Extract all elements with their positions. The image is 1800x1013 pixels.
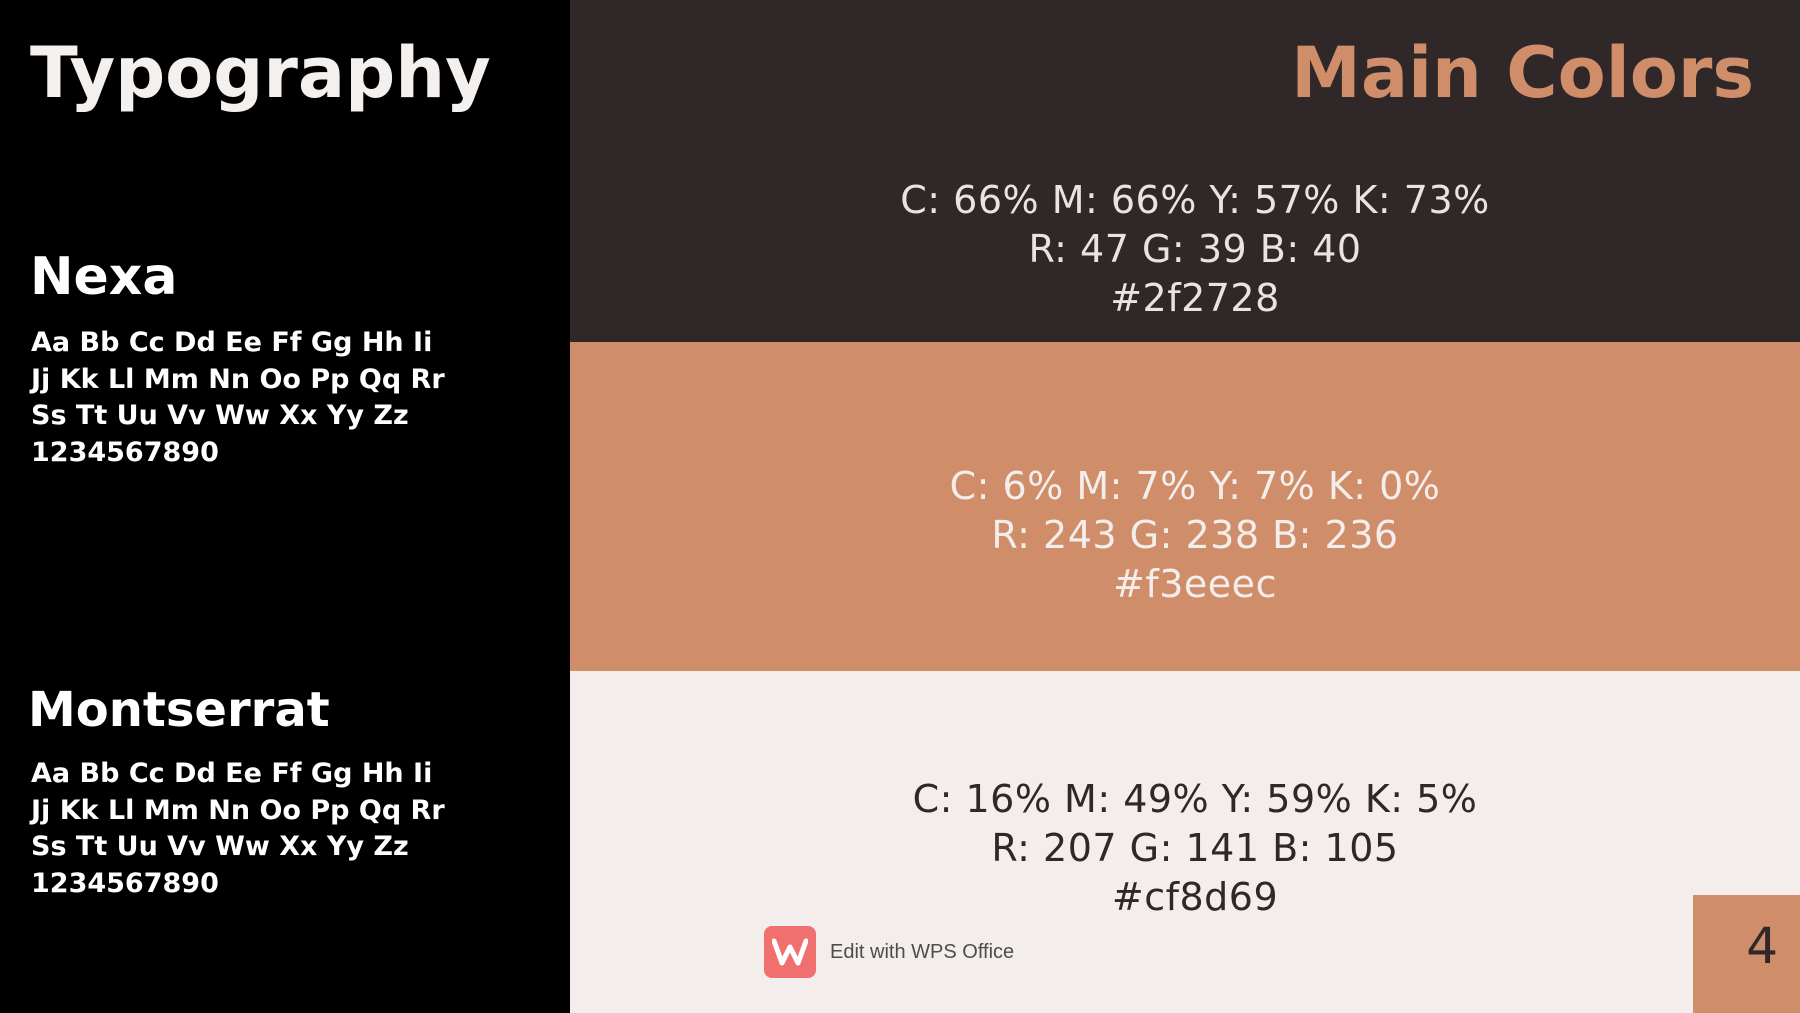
font-name-montserrat: Montserrat: [28, 682, 330, 738]
rgb-value: R: 47 G: 39 B: 40: [1028, 227, 1362, 271]
sample-line: Aa Bb Cc Dd Ee Ff Gg Hh Ii: [31, 327, 433, 358]
sample-line: Aa Bb Cc Dd Ee Ff Gg Hh Ii: [31, 758, 433, 789]
page-number: 4: [1746, 917, 1778, 975]
font-sample-nexa: Aa Bb Cc Dd Ee Ff Gg Hh Ii Jj Kk Ll Mm N…: [31, 325, 445, 471]
sample-line: 1234567890: [31, 867, 219, 899]
page-number-badge: 4: [1693, 895, 1800, 1013]
color-swatch-copper: C: 6% M: 7% Y: 7% K: 0% R: 243 G: 238 B:…: [570, 342, 1800, 671]
colors-panel: Main Colors C: 66% M: 66% Y: 57% K: 73% …: [570, 0, 1800, 1013]
color-swatch-light: C: 16% M: 49% Y: 59% K: 5% R: 207 G: 141…: [570, 671, 1800, 1013]
main-colors-title: Main Colors: [1291, 32, 1754, 114]
typography-title: Typography: [30, 32, 491, 114]
color-info: C: 16% M: 49% Y: 59% K: 5% R: 207 G: 141…: [570, 775, 1800, 922]
hex-value: #2f2728: [1110, 276, 1280, 320]
sample-line: Ss Tt Uu Vv Ww Xx Yy Zz: [31, 400, 409, 431]
cmyk-value: C: 66% M: 66% Y: 57% K: 73%: [900, 178, 1490, 222]
wps-watermark-label: Edit with WPS Office: [830, 940, 1015, 963]
wps-logo-icon: [764, 926, 816, 978]
cmyk-value: C: 16% M: 49% Y: 59% K: 5%: [912, 777, 1478, 821]
wps-watermark[interactable]: Edit with WPS Office: [764, 926, 1014, 978]
font-sample-montserrat: Aa Bb Cc Dd Ee Ff Gg Hh Ii Jj Kk Ll Mm N…: [31, 756, 445, 902]
cmyk-value: C: 6% M: 7% Y: 7% K: 0%: [949, 464, 1441, 508]
color-info: C: 66% M: 66% Y: 57% K: 73% R: 47 G: 39 …: [570, 176, 1800, 323]
sample-line: 1234567890: [31, 436, 219, 468]
rgb-value: R: 207 G: 141 B: 105: [991, 826, 1399, 870]
sample-line: Jj Kk Ll Mm Nn Oo Pp Qq Rr: [31, 363, 445, 395]
sample-line: Ss Tt Uu Vv Ww Xx Yy Zz: [31, 831, 409, 862]
hex-value: #f3eeec: [1113, 562, 1277, 606]
rgb-value: R: 243 G: 238 B: 236: [991, 513, 1399, 557]
typography-panel: Typography Nexa Aa Bb Cc Dd Ee Ff Gg Hh …: [0, 0, 570, 1013]
sample-line: Jj Kk Ll Mm Nn Oo Pp Qq Rr: [31, 794, 445, 826]
hex-value: #cf8d69: [1111, 875, 1279, 919]
color-swatch-dark: Main Colors C: 66% M: 66% Y: 57% K: 73% …: [570, 0, 1800, 342]
color-info: C: 6% M: 7% Y: 7% K: 0% R: 243 G: 238 B:…: [570, 462, 1800, 609]
font-name-nexa: Nexa: [30, 247, 178, 307]
